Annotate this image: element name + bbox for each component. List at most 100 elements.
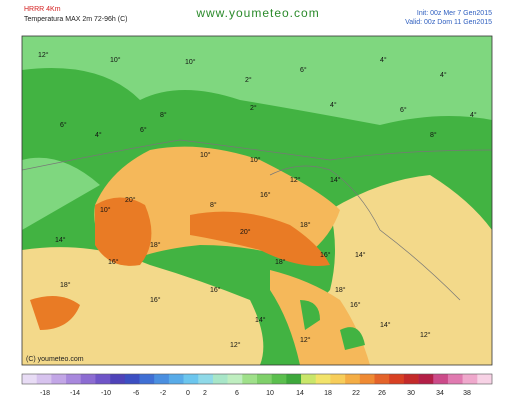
colorbar-label: 26: [378, 390, 386, 397]
colorbar-label: 30: [407, 390, 415, 397]
colorbar-swatch: [51, 374, 67, 384]
temperature-label: 4°: [440, 71, 447, 79]
temperature-label: 16°: [150, 296, 161, 304]
init-time: Init: 00z Mer 7 Gen2015: [417, 10, 492, 17]
temperature-label: 18°: [275, 258, 286, 266]
colorbar-swatch: [36, 374, 52, 384]
sea-west: [22, 247, 264, 365]
alps-area: [22, 36, 492, 125]
temperature-label: 12°: [230, 341, 241, 349]
colorbar-swatch: [286, 374, 302, 384]
colorbar-label: 18: [324, 390, 332, 397]
colorbar-label: 34: [436, 390, 444, 397]
temperature-label: 8°: [430, 131, 437, 139]
colorbar-swatch: [330, 374, 346, 384]
colorbar-frame: [21, 373, 493, 385]
colorbar-swatch: [139, 374, 155, 384]
temperature-label: 14°: [255, 316, 266, 324]
temperature-label: 18°: [150, 241, 161, 249]
colorbar-swatch: [301, 374, 317, 384]
temperature-label: 16°: [108, 258, 119, 266]
map-frame: [21, 35, 493, 366]
temperature-label: 4°: [380, 56, 387, 64]
colorbar-swatch: [80, 374, 96, 384]
temperature-label: 18°: [300, 221, 311, 229]
temperature-label: 16°: [320, 251, 331, 259]
colorbar-swatch: [315, 374, 331, 384]
temperature-label: 12°: [300, 336, 311, 344]
colorbar-swatch: [22, 374, 37, 384]
colorbar-swatch: [433, 374, 449, 384]
colorbar-label: 14: [296, 390, 304, 397]
colorbar-label: 0: [186, 390, 190, 397]
temperature-label: 6°: [140, 126, 147, 134]
colorbar-swatch: [462, 374, 478, 384]
copyright: (C) youmeteo.com: [26, 356, 84, 363]
temperature-label: 8°: [210, 201, 217, 209]
temperature-label: 6°: [60, 121, 67, 129]
colorbar-swatch: [359, 374, 375, 384]
colorbar-label: 22: [352, 390, 360, 397]
temperature-label: 14°: [355, 251, 366, 259]
colorbar-swatch: [227, 374, 243, 384]
adriatic: [315, 175, 492, 365]
colorbar-swatch: [124, 374, 140, 384]
colorbar-label: -14: [70, 390, 80, 397]
colorbar-label: 10: [266, 390, 274, 397]
valid-time: Valid: 00z Dom 11 Gen2015: [405, 19, 492, 26]
temperature-label: 16°: [350, 301, 361, 309]
temperature-label: 18°: [60, 281, 71, 289]
temperature-label: 12°: [290, 176, 301, 184]
colorbar-label: 38: [463, 390, 471, 397]
colorbar-label: -2: [160, 390, 166, 397]
colorbar-swatch: [198, 374, 214, 384]
colorbar-swatch: [345, 374, 361, 384]
liguria-warm: [30, 296, 80, 330]
temperature-labels: 12° 10° 10° 6° 4° 2° 4° 6° 4° 6° 8° 2° 4° 6° 8° 10° 10° 1…: [38, 51, 477, 349]
colorbar-swatch: [154, 374, 170, 384]
temperature-label: 8°: [160, 111, 167, 119]
colorbar-swatch: [477, 374, 493, 384]
colorbar-swatch: [168, 374, 184, 384]
temperature-label: 20°: [125, 196, 136, 204]
piedmont-warm: [95, 197, 152, 266]
temperature-label: 4°: [330, 101, 337, 109]
colorbar-swatch: [257, 374, 272, 384]
colorbar-label: 2: [203, 390, 207, 397]
coast: [269, 165, 461, 301]
temperature-label: 14°: [55, 236, 66, 244]
temperature-label: 18°: [335, 286, 346, 294]
temperature-label: 10°: [250, 156, 261, 164]
colorbar-swatch: [110, 374, 126, 384]
temperature-label: 6°: [400, 106, 407, 114]
colorbar-swatch: [271, 374, 287, 384]
colorbar-label: -6: [133, 390, 139, 397]
temperature-label: 12°: [38, 51, 49, 59]
colorbar: -18 -14 -10 -6 -2 0 2 6 10 14 18 22 26 30 34 38: [21, 373, 493, 397]
map: (C) youmeteo.com: [21, 35, 493, 366]
colorbar-swatch: [374, 374, 390, 384]
temperature-label: 10°: [110, 56, 121, 64]
apennine-cool: [300, 300, 365, 350]
temperature-label: 20°: [240, 228, 251, 236]
map-title: Temperatura MAX 2m 72-96h (C): [24, 16, 127, 23]
colorbar-swatch: [389, 374, 405, 384]
temperature-label: 16°: [210, 286, 221, 294]
colorbar-label: 6: [235, 390, 239, 397]
colorbar-swatch: [418, 374, 434, 384]
colorbar-swatch: [183, 374, 199, 384]
temperature-label: 4°: [470, 111, 477, 119]
temperature-label: 12°: [420, 331, 431, 339]
model-name: HRRR 4Km: [24, 6, 61, 13]
colorbar-swatch: [403, 374, 419, 384]
colorbar-swatch: [447, 374, 463, 384]
colorbar-label: -18: [40, 390, 50, 397]
temperature-label: 10°: [185, 58, 196, 66]
temperature-label: 14°: [380, 321, 391, 329]
colorbar-swatch: [212, 374, 228, 384]
temperature-label: 14°: [330, 176, 341, 184]
temperature-label: 10°: [100, 206, 111, 214]
colorbar-swatch: [66, 374, 82, 384]
temperature-label: 6°: [300, 66, 307, 74]
